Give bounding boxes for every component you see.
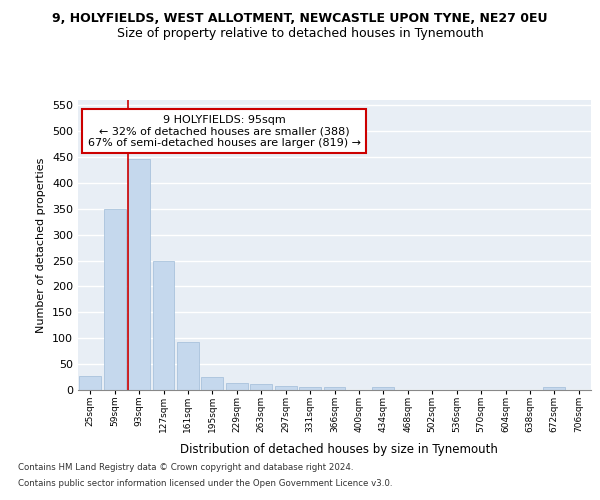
Bar [275,386,296,390]
Bar [202,377,223,390]
Bar [373,388,394,390]
Bar [250,384,272,390]
Text: Contains public sector information licensed under the Open Government Licence v3: Contains public sector information licen… [18,478,392,488]
Text: Size of property relative to detached houses in Tynemouth: Size of property relative to detached ho… [116,28,484,40]
Bar [128,158,150,390]
Bar [544,388,565,390]
Text: 9 HOLYFIELDS: 95sqm
← 32% of detached houses are smaller (388)
67% of semi-detac: 9 HOLYFIELDS: 95sqm ← 32% of detached ho… [88,114,361,148]
Bar [226,384,248,390]
Bar [177,342,199,390]
Text: Contains HM Land Registry data © Crown copyright and database right 2024.: Contains HM Land Registry data © Crown c… [18,464,353,472]
Bar [323,388,346,390]
Bar [79,376,101,390]
Y-axis label: Number of detached properties: Number of detached properties [37,158,46,332]
Text: Distribution of detached houses by size in Tynemouth: Distribution of detached houses by size … [180,442,498,456]
Bar [299,387,321,390]
Bar [152,260,175,390]
Text: 9, HOLYFIELDS, WEST ALLOTMENT, NEWCASTLE UPON TYNE, NE27 0EU: 9, HOLYFIELDS, WEST ALLOTMENT, NEWCASTLE… [52,12,548,26]
Bar [104,209,125,390]
